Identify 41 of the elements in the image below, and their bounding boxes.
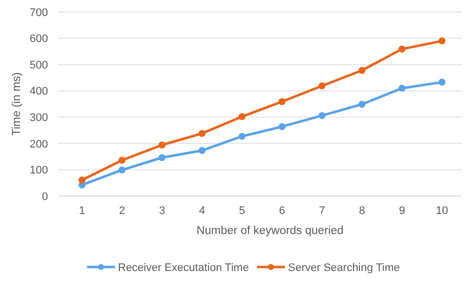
x-tick-label: 7 — [318, 205, 326, 217]
legend-label: Server Searching Time — [288, 262, 400, 274]
point — [358, 66, 366, 74]
x-tick-label: 9 — [398, 205, 406, 217]
y-tick-label: 300 — [30, 112, 48, 124]
y-tick-label: 200 — [30, 138, 48, 150]
y-tick-label: 0 — [42, 190, 48, 203]
point — [318, 82, 326, 90]
y-tick-label: 100 — [30, 164, 48, 177]
y-tick-label: 700 — [30, 6, 48, 19]
point — [238, 132, 246, 140]
x-axis-title: Number of keywords queried — [196, 225, 344, 237]
point — [278, 123, 286, 130]
x-tick-label: 10 — [436, 205, 448, 217]
point — [278, 98, 286, 106]
point — [158, 142, 166, 149]
x-tick-label: 3 — [158, 205, 166, 217]
point — [118, 156, 126, 164]
x-tick-label: 4 — [198, 205, 206, 217]
x-tick-label: 1 — [78, 205, 86, 217]
point — [78, 176, 86, 184]
y-tick-label: 500 — [30, 59, 48, 72]
point — [398, 46, 406, 53]
point — [438, 78, 446, 86]
point — [238, 113, 246, 120]
y-tick-label: 600 — [30, 33, 48, 46]
point — [198, 147, 206, 154]
point — [198, 130, 206, 137]
x-tick-label: 6 — [278, 205, 286, 217]
x-tick-label: 2 — [118, 205, 126, 217]
point — [158, 154, 166, 162]
point — [318, 112, 326, 120]
legend-label: Receiver Executation Time — [118, 262, 249, 274]
point — [118, 166, 126, 174]
y-axis-title: Time (in ms) — [11, 72, 23, 136]
point — [398, 84, 406, 92]
x-tick-label: 8 — [358, 205, 366, 217]
point — [438, 37, 446, 44]
x-tick-label: 5 — [238, 205, 246, 217]
y-tick-label: 400 — [30, 86, 48, 98]
point — [358, 100, 366, 108]
